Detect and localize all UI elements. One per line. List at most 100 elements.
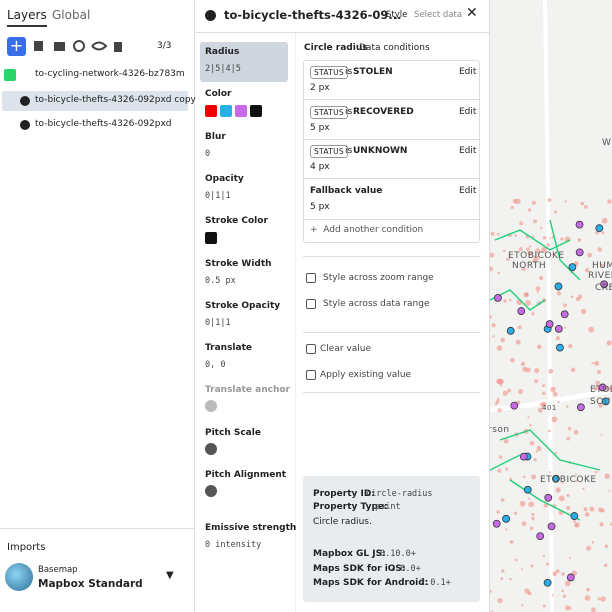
property-value: 0|1|1 xyxy=(205,317,231,328)
map-dot xyxy=(505,467,509,471)
map-dot xyxy=(527,208,532,212)
edit[interactable]: Edit xyxy=(459,67,477,77)
map-point xyxy=(595,224,604,233)
property-name[interactable]: Pitch Alignment xyxy=(205,470,287,480)
tab[interactable]: Select data xyxy=(414,10,463,20)
map-dot xyxy=(594,360,600,366)
map-dot xyxy=(541,402,547,407)
info-text: Circle radius. xyxy=(313,517,372,527)
basemap-label: Basemap xyxy=(38,565,78,575)
map-point xyxy=(551,474,560,483)
map-dot xyxy=(542,391,546,396)
map-dot xyxy=(531,513,535,517)
property-value: 0 intensity xyxy=(205,540,262,550)
property-name[interactable]: Stroke Width xyxy=(205,258,272,269)
map-dot xyxy=(574,522,580,528)
map-dot xyxy=(564,580,571,587)
map-dot xyxy=(519,500,526,507)
info-label: Property ID: xyxy=(313,489,375,499)
map-dot xyxy=(586,587,590,592)
map-label: rson xyxy=(490,425,510,435)
map-dot xyxy=(505,528,508,531)
action[interactable]: Apply existing value xyxy=(320,370,412,380)
property-name[interactable]: Stroke Color xyxy=(205,216,268,227)
edit[interactable]: Edit xyxy=(459,186,477,196)
condition-value: 4 px xyxy=(310,162,330,172)
basemap-name[interactable]: Mapbox Standard xyxy=(38,578,143,590)
map-dot xyxy=(551,416,558,423)
map-dot xyxy=(496,345,503,351)
map-dot xyxy=(541,246,548,253)
map-dot xyxy=(591,540,595,544)
property-name[interactable]: Pitch Scale xyxy=(205,427,261,438)
map-dot xyxy=(545,562,549,566)
map-point xyxy=(545,320,554,328)
edit[interactable]: Edit xyxy=(459,146,477,156)
edit[interactable]: Edit xyxy=(459,106,477,117)
map-label: ETOBICOKE xyxy=(508,251,565,261)
map-label: ETOBI xyxy=(590,385,612,395)
map-dot xyxy=(510,205,514,210)
map-dot xyxy=(496,399,500,403)
map-point xyxy=(575,248,584,257)
map-label: RIVER- xyxy=(588,271,612,281)
map-dot xyxy=(490,589,492,594)
map-label: SOU xyxy=(590,397,611,407)
close-button[interactable]: ✕ xyxy=(466,5,478,21)
property-name[interactable]: Color xyxy=(205,89,232,100)
map-point xyxy=(570,512,579,520)
property-value: 0|1|1 xyxy=(205,190,231,201)
detail-mode: Data conditions xyxy=(359,43,430,53)
layer-row-selected[interactable]: to-bicycle-thefts-4326-092pxd copy xyxy=(2,91,196,111)
map-dot xyxy=(564,605,571,611)
add-layer-button[interactable]: + xyxy=(7,37,26,56)
add-condition[interactable]: + Add another condition xyxy=(310,225,424,235)
map-dot xyxy=(598,507,604,513)
property-name[interactable]: Opacity xyxy=(205,173,244,184)
tab[interactable]: Global xyxy=(52,8,91,22)
layer-swatch xyxy=(205,10,216,21)
map-dot xyxy=(521,568,524,571)
info-box xyxy=(303,476,480,602)
tab[interactable]: Layers xyxy=(7,8,47,27)
action[interactable]: Style across zoom range xyxy=(323,273,434,283)
map-point xyxy=(543,578,552,587)
property-name[interactable]: Translate xyxy=(205,343,252,354)
layer-row[interactable]: to-bicycle-thefts-4326-092pxd xyxy=(7,115,187,135)
tab[interactable]: Style xyxy=(386,10,408,20)
map-dot xyxy=(600,263,605,268)
map-dot xyxy=(569,606,572,610)
map-dot xyxy=(543,503,548,508)
cycle-path xyxy=(549,219,581,281)
fallback-label: Fallback value xyxy=(310,186,383,196)
layer-row[interactable]: to-cycling-network-4326-bz783m xyxy=(4,65,187,85)
map-dot xyxy=(514,198,521,205)
property-name[interactable]: Radius xyxy=(205,47,240,57)
action-icon xyxy=(306,370,316,380)
condition-row[interactable]: STATUS is RECOVERED Edit 5 px xyxy=(310,105,477,136)
map-dot xyxy=(514,234,517,237)
property-name[interactable]: Emissive strength xyxy=(205,523,297,533)
map-point xyxy=(492,519,501,528)
map-dot xyxy=(570,367,576,373)
action[interactable]: Clear value xyxy=(320,344,371,354)
layer-swatch xyxy=(20,120,30,130)
condition-row[interactable]: STATUS is STOLEN Edit 2 px xyxy=(310,66,477,96)
map-dot xyxy=(528,501,535,508)
map-dot xyxy=(600,433,603,436)
map-dot xyxy=(582,487,585,490)
basemap-thumb xyxy=(5,563,33,591)
map-dot xyxy=(490,231,495,236)
divider xyxy=(303,392,480,393)
chevron[interactable]: ▼ xyxy=(166,570,174,581)
condition-row[interactable]: STATUS is UNKNOWN Edit 4 px xyxy=(310,145,477,175)
map-dot xyxy=(531,474,537,480)
action[interactable]: Style across data range xyxy=(323,299,430,309)
property-name[interactable]: Blur xyxy=(205,131,226,142)
map-dot xyxy=(563,303,567,308)
property-name[interactable]: Translate anchor xyxy=(205,385,290,396)
map-dot xyxy=(605,386,611,392)
action-icon xyxy=(306,299,316,309)
property-name[interactable]: Stroke Opacity xyxy=(205,300,281,311)
map-dot xyxy=(498,455,503,459)
